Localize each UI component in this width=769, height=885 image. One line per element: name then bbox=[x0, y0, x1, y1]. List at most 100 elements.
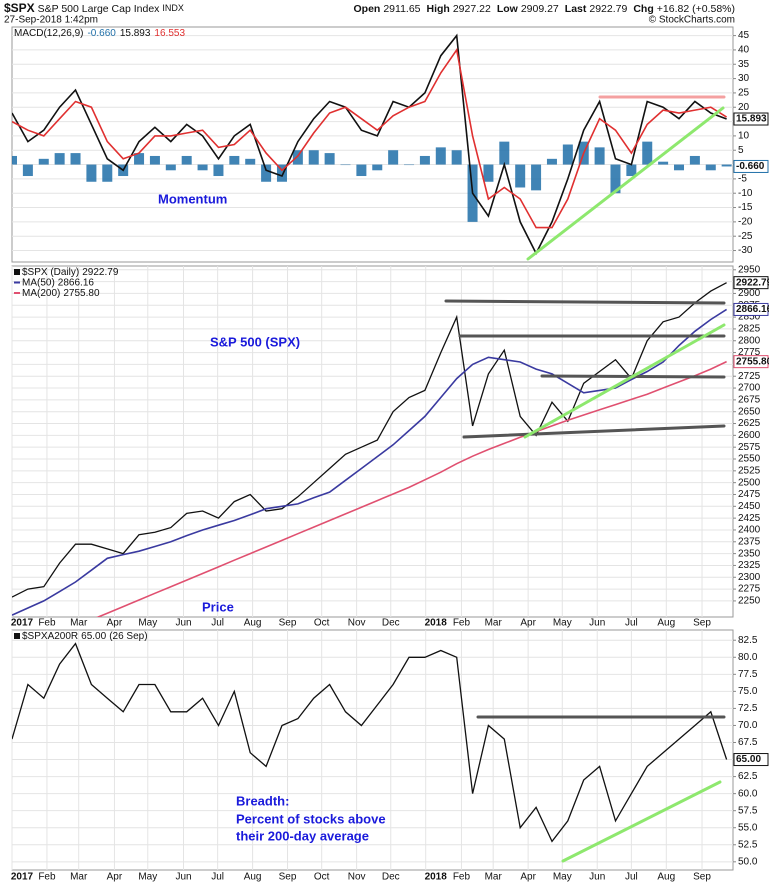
histogram-bar bbox=[12, 155, 17, 165]
histogram-bar bbox=[181, 155, 192, 165]
x-tick-label: Jul bbox=[625, 872, 638, 883]
quote-value: 2927.22 bbox=[453, 3, 491, 15]
quote-label: Last bbox=[565, 3, 587, 15]
x-tick-label: May bbox=[138, 872, 157, 883]
y-tick-label: 2350 bbox=[738, 548, 761, 559]
y-tick-label: 2675 bbox=[738, 395, 761, 406]
legend-name: $SPX (Daily) bbox=[22, 267, 79, 278]
y-tick-label: -30 bbox=[738, 245, 753, 256]
x-tick-label: Oct bbox=[314, 872, 330, 883]
y-tick-label: 55.0 bbox=[738, 822, 758, 833]
y-tick-label: 80.0 bbox=[738, 652, 758, 663]
y-tick-label: 2575 bbox=[738, 442, 761, 453]
legend-value: 65.00 bbox=[81, 631, 106, 642]
y-tick-label: 2400 bbox=[738, 525, 761, 536]
legend-value: 15.893 bbox=[120, 28, 151, 39]
histogram-bar bbox=[562, 144, 573, 165]
y-tick-label: 30 bbox=[738, 73, 750, 84]
y-tick-label: 2525 bbox=[738, 465, 761, 476]
histogram-bar bbox=[435, 147, 446, 165]
x-tick-label: Dec bbox=[382, 618, 400, 629]
quote-value: +16.82 (+0.58%) bbox=[657, 3, 735, 15]
quote-label: Open bbox=[353, 3, 380, 15]
trendlines bbox=[444, 95, 726, 863]
histogram-bar bbox=[515, 164, 526, 188]
quote-value: 2922.79 bbox=[589, 3, 627, 15]
value-label: 2755.80 bbox=[736, 356, 769, 367]
value-label: 65.00 bbox=[736, 754, 761, 765]
plot-area bbox=[11, 629, 734, 871]
x-tick-label: 2018 bbox=[425, 872, 448, 883]
value-box bbox=[733, 112, 769, 126]
x-tick-label: Nov bbox=[348, 618, 366, 629]
y-tick-label: 67.5 bbox=[738, 737, 758, 748]
legend-value: -0.660 bbox=[87, 28, 116, 39]
quote-label: Low bbox=[497, 3, 519, 15]
x-tick-label: Aug bbox=[657, 618, 675, 629]
y-tick-label: 2775 bbox=[738, 347, 761, 358]
value-label: 15.893 bbox=[736, 114, 767, 125]
panel: 454035302520151050-5-10-15-20-25-30-0.66… bbox=[11, 26, 769, 263]
support-line bbox=[462, 424, 726, 439]
y-tick-label: 20 bbox=[738, 102, 750, 113]
x-tick-label: Feb bbox=[453, 872, 471, 883]
y-tick-label: 2500 bbox=[738, 477, 761, 488]
legend-value: 2922.79 bbox=[82, 267, 119, 278]
y-tick-label: 40 bbox=[738, 45, 750, 56]
x-tick-label: Feb bbox=[453, 618, 471, 629]
support-line bbox=[561, 780, 722, 863]
exchange: INDX bbox=[162, 3, 184, 13]
annotation: their 200-day average bbox=[236, 828, 369, 843]
histogram-bar bbox=[102, 164, 113, 182]
resistance-line bbox=[444, 299, 726, 305]
legend-name: MA(50) bbox=[22, 277, 55, 288]
x-tick-label: Apr bbox=[520, 618, 536, 629]
histogram-bar bbox=[388, 150, 399, 165]
histogram-bar bbox=[499, 141, 510, 165]
y-tick-label: -15 bbox=[738, 202, 753, 213]
y-tick-label: 2700 bbox=[738, 383, 761, 394]
y-tick-label: 2900 bbox=[738, 288, 761, 299]
x-tick-label: Jul bbox=[211, 618, 224, 629]
y-tick-label: 2850 bbox=[738, 312, 761, 323]
y-tick-label: 2450 bbox=[738, 501, 761, 512]
histogram-bar bbox=[689, 155, 700, 165]
histogram-bar bbox=[54, 153, 65, 165]
y-tick-label: 35 bbox=[738, 59, 750, 70]
y-tick-label: 2650 bbox=[738, 406, 761, 417]
legend-name: $SPXA200R bbox=[22, 631, 78, 642]
panel: 82.580.077.575.072.570.067.565.062.560.0… bbox=[11, 629, 769, 883]
panel: 2950292529002875285028252800277527502725… bbox=[11, 264, 769, 629]
x-tick-label: Jun bbox=[175, 618, 191, 629]
x-tick-label: 2018 bbox=[425, 618, 448, 629]
y-tick-label: 2550 bbox=[738, 454, 761, 465]
support-line bbox=[523, 323, 726, 439]
x-tick-label: Jul bbox=[625, 618, 638, 629]
symbol: $SPX bbox=[4, 1, 35, 15]
histogram-bar bbox=[197, 164, 208, 171]
histogram-bar bbox=[292, 150, 303, 165]
x-tick-label: 2017 bbox=[11, 618, 34, 629]
plot-area bbox=[11, 265, 734, 618]
x-tick-label: Nov bbox=[348, 872, 366, 883]
y-tick-label: 72.5 bbox=[738, 703, 758, 714]
y-tick-label: 2325 bbox=[738, 560, 761, 571]
series-layer bbox=[12, 33, 732, 256]
histogram-bar bbox=[546, 158, 557, 165]
annotation: Price bbox=[202, 599, 234, 614]
histogram-bar bbox=[340, 164, 351, 166]
y-tick-label: 45 bbox=[738, 30, 750, 41]
x-tick-label: Mar bbox=[485, 618, 503, 629]
x-tick-label: Apr bbox=[107, 618, 123, 629]
x-tick-label: Apr bbox=[107, 872, 123, 883]
y-tick-label: 5 bbox=[738, 145, 744, 156]
value-box bbox=[733, 276, 769, 290]
histogram-bar bbox=[134, 153, 145, 165]
value-label: 2922.79 bbox=[736, 277, 769, 288]
support-line bbox=[526, 106, 725, 261]
y-tick-label: 2825 bbox=[738, 324, 761, 335]
y-tick-label: 2950 bbox=[738, 264, 761, 275]
series-layer bbox=[12, 642, 728, 843]
histogram-bar bbox=[451, 150, 462, 165]
